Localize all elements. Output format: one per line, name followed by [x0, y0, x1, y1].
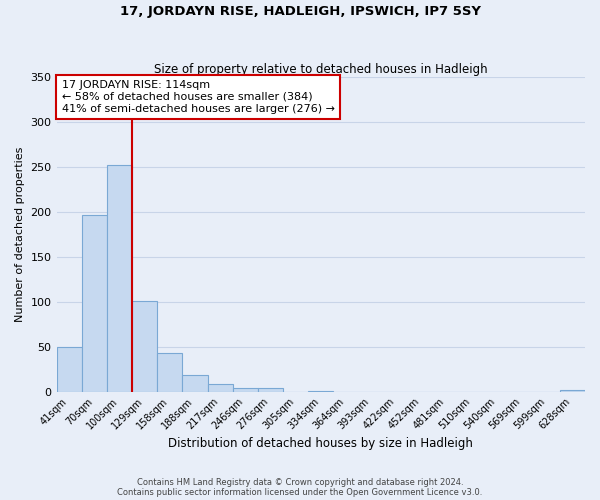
Bar: [107, 165, 132, 392]
Text: 17, JORDAYN RISE, HADLEIGH, IPSWICH, IP7 5SY: 17, JORDAYN RISE, HADLEIGH, IPSWICH, IP7…: [119, 5, 481, 18]
Bar: [182, 374, 208, 392]
X-axis label: Distribution of detached houses by size in Hadleigh: Distribution of detached houses by size …: [169, 437, 473, 450]
Bar: [308, 391, 334, 392]
Bar: [132, 301, 157, 392]
Bar: [56, 346, 82, 392]
Bar: [258, 388, 283, 392]
Bar: [157, 353, 182, 392]
Bar: [560, 390, 585, 392]
Bar: [82, 214, 107, 392]
Bar: [208, 384, 233, 392]
Bar: [233, 388, 258, 392]
Text: Contains HM Land Registry data © Crown copyright and database right 2024.
Contai: Contains HM Land Registry data © Crown c…: [118, 478, 482, 497]
Y-axis label: Number of detached properties: Number of detached properties: [15, 146, 25, 322]
Title: Size of property relative to detached houses in Hadleigh: Size of property relative to detached ho…: [154, 63, 488, 76]
Text: 17 JORDAYN RISE: 114sqm
← 58% of detached houses are smaller (384)
41% of semi-d: 17 JORDAYN RISE: 114sqm ← 58% of detache…: [62, 80, 335, 114]
